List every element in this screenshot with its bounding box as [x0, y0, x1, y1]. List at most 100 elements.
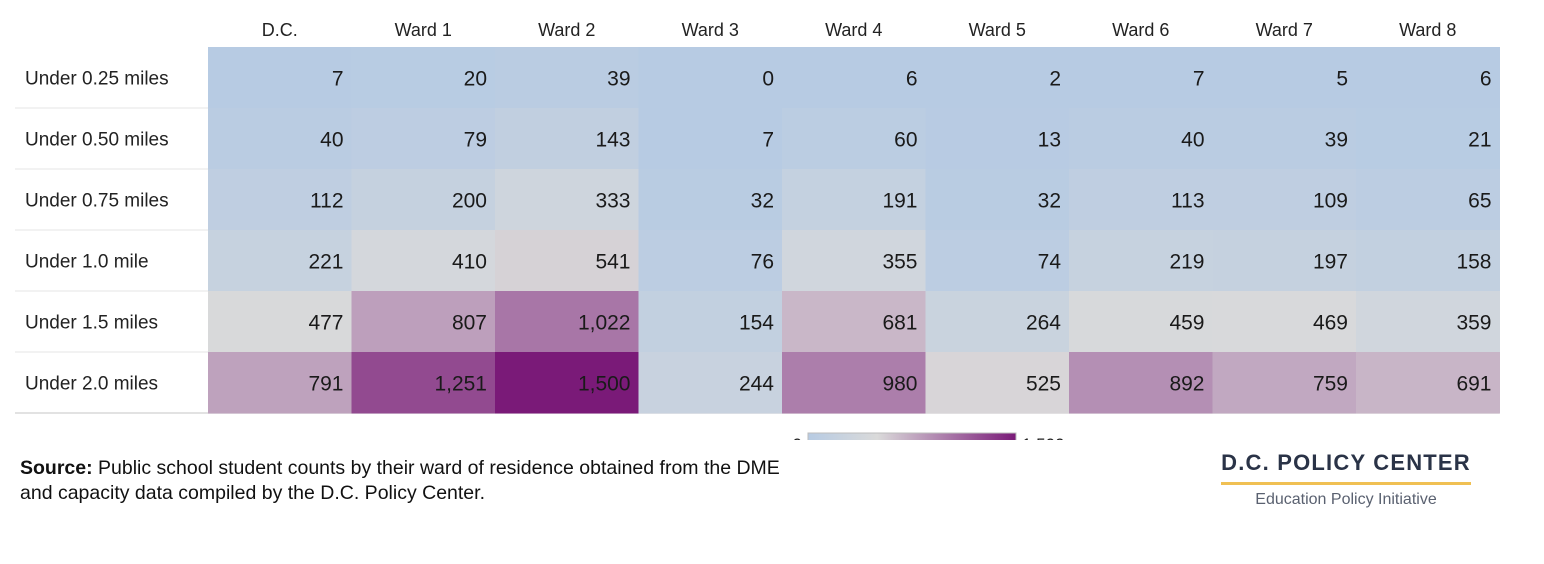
column-header: Ward 2	[538, 20, 595, 40]
cell-value: 7	[332, 68, 344, 91]
heatmap-cell	[208, 352, 352, 414]
cell-value: 1,500	[578, 373, 631, 396]
column-header: Ward 8	[1399, 20, 1456, 40]
cell-value: 32	[1038, 190, 1061, 213]
heatmap-cell	[1356, 352, 1500, 414]
cell-value: 525	[1026, 373, 1061, 396]
brand-logo: D.C. POLICY CENTER Education Policy Init…	[1196, 450, 1496, 509]
cell-value: 143	[595, 129, 630, 152]
heatmap-cell	[351, 230, 496, 292]
cell-value: 980	[882, 373, 917, 396]
cell-value: 681	[882, 312, 917, 335]
cell-value: 20	[464, 68, 487, 91]
column-header: D.C.	[262, 20, 298, 40]
column-header: Ward 6	[1112, 20, 1169, 40]
row-label: Under 0.75 miles	[25, 191, 169, 212]
heatmap-cell	[782, 169, 926, 231]
row-label: Under 2.0 miles	[25, 374, 158, 395]
cell-value: 112	[310, 190, 343, 213]
cell-value: 7	[1193, 68, 1205, 91]
heatmap-cell	[208, 169, 352, 231]
cell-value: 2	[1049, 68, 1061, 91]
heatmap-cell	[208, 108, 352, 170]
heatmap-cell	[495, 108, 639, 170]
row-label: Under 0.25 miles	[25, 69, 169, 90]
source-text: Public school student counts by their wa…	[20, 457, 780, 504]
heatmap-cell	[495, 352, 639, 414]
cell-value: 410	[452, 251, 487, 274]
heatmap-cell	[638, 47, 783, 109]
cell-value: 76	[751, 251, 774, 274]
heatmap-cell	[1212, 352, 1357, 414]
heatmap-cell	[1069, 230, 1213, 292]
heatmap-cell	[495, 291, 639, 353]
brand-subtitle: Education Policy Initiative	[1255, 491, 1437, 508]
cell-value: 459	[1169, 312, 1204, 335]
cell-value: 264	[1026, 312, 1061, 335]
column-header: Ward 5	[969, 20, 1026, 40]
cell-value: 200	[452, 190, 487, 213]
heatmap-cell	[925, 47, 1070, 109]
heatmap-cell	[1069, 169, 1213, 231]
source-label: Source:	[20, 457, 93, 479]
cell-value: 477	[308, 312, 343, 335]
cell-value: 892	[1169, 373, 1204, 396]
cell-value: 0	[762, 68, 774, 91]
cell-value: 7	[762, 129, 774, 152]
heatmap-cell	[1356, 291, 1500, 353]
cell-value: 32	[751, 190, 774, 213]
heatmap-cell	[1212, 291, 1357, 353]
cell-value: 197	[1313, 251, 1348, 274]
heatmap-cell	[1356, 169, 1500, 231]
heatmap-cell	[351, 291, 496, 353]
cell-value: 154	[739, 312, 774, 335]
cell-value: 219	[1169, 251, 1204, 274]
heatmap-cell	[782, 352, 926, 414]
heatmap-cell	[495, 230, 639, 292]
heatmap-cell	[925, 108, 1070, 170]
heatmap-cell	[208, 291, 352, 353]
heatmap-cell	[1356, 108, 1500, 170]
heatmap-cell	[1069, 47, 1213, 109]
source-note: Source: Public school student counts by …	[20, 456, 780, 506]
heatmap-cell	[782, 230, 926, 292]
heatmap-cell	[351, 108, 496, 170]
column-header: Ward 3	[682, 20, 739, 40]
heatmap-cell	[638, 169, 783, 231]
cell-value: 469	[1313, 312, 1348, 335]
heatmap-cell	[925, 230, 1070, 292]
cell-value: 541	[595, 251, 630, 274]
heatmap-cell	[495, 169, 639, 231]
heatmap-cell	[925, 291, 1070, 353]
heatmap-cell	[782, 108, 926, 170]
cell-value: 109	[1313, 190, 1348, 213]
heatmap-cell	[1069, 352, 1213, 414]
heatmap-cell	[638, 108, 783, 170]
brand-name: D.C. POLICY CENTER	[1221, 450, 1471, 485]
cell-value: 221	[308, 251, 343, 274]
heatmap-cell	[925, 352, 1070, 414]
heatmap-cell	[208, 47, 352, 109]
cell-value: 113	[1171, 190, 1204, 213]
cell-value: 1,251	[434, 373, 487, 396]
heatmap-cell	[925, 169, 1070, 231]
heatmap-cell	[1069, 291, 1213, 353]
cell-value: 691	[1456, 373, 1491, 396]
column-header: Ward 7	[1256, 20, 1313, 40]
cell-value: 79	[464, 129, 487, 152]
row-label: Under 0.50 miles	[25, 130, 169, 151]
cell-value: 13	[1038, 129, 1061, 152]
cell-value: 6	[906, 68, 918, 91]
heatmap-cell	[638, 352, 783, 414]
heatmap-cell	[208, 230, 352, 292]
heatmap-cell	[1212, 230, 1357, 292]
cell-value: 65	[1468, 190, 1491, 213]
cell-value: 40	[1181, 129, 1204, 152]
heatmap-cell	[638, 230, 783, 292]
heatmap-cell	[782, 47, 926, 109]
heatmap-cell	[638, 291, 783, 353]
heatmap-cell	[1069, 108, 1213, 170]
cell-value: 21	[1468, 129, 1491, 152]
cell-value: 1,022	[578, 312, 631, 335]
